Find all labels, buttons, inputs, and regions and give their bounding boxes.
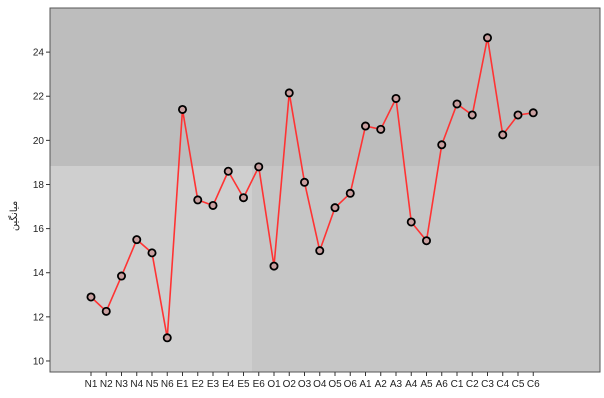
data-point	[299, 177, 309, 187]
x-tick-label: O2	[283, 379, 297, 390]
x-tick-label: C2	[466, 379, 479, 390]
data-point	[376, 124, 386, 134]
data-point	[391, 93, 401, 103]
y-tick-label: 24	[33, 48, 45, 59]
x-tick-label: A5	[420, 379, 433, 390]
data-point	[177, 104, 187, 114]
data-point	[467, 110, 477, 120]
y-tick-label: 22	[33, 92, 45, 103]
data-point	[360, 121, 370, 131]
data-point	[269, 261, 279, 271]
x-tick-label: N6	[161, 379, 174, 390]
data-point	[193, 195, 203, 205]
data-point	[330, 203, 340, 213]
plot-border	[49, 7, 601, 373]
y-tick-label: 10	[33, 356, 45, 367]
x-tick-label: A2	[375, 379, 388, 390]
data-point	[513, 110, 523, 120]
y-tick-label: 20	[33, 136, 45, 147]
x-tick-label: E3	[207, 379, 220, 390]
x-tick-label: C3	[481, 379, 494, 390]
y-tick-label: 18	[33, 180, 45, 191]
y-axis: 10 12 14 16 18 20 22 24	[33, 48, 50, 367]
x-tick-label: O3	[298, 379, 312, 390]
y-tick-label: 14	[33, 268, 45, 279]
data-point	[254, 162, 264, 172]
x-axis: N1 N2 N3 N4 N5 N6 E1 E2 E3 E4 E5 E6 O1 O2 O3 O4 O5 O6 A1 A2…	[85, 372, 540, 390]
x-tick-label: E4	[222, 379, 235, 390]
data-point	[437, 140, 447, 150]
x-tick-label: N4	[130, 379, 143, 390]
x-tick-label: O4	[313, 379, 327, 390]
plot-area	[49, 7, 601, 373]
data-point	[421, 236, 431, 246]
x-tick-label: C1	[451, 379, 464, 390]
y-tick-label: 16	[33, 224, 45, 235]
x-tick-label: N2	[100, 379, 113, 390]
x-tick-label: E6	[253, 379, 266, 390]
data-point	[162, 333, 172, 343]
plot-shade-left	[50, 166, 252, 372]
x-tick-label: A6	[436, 379, 449, 390]
x-tick-label: C4	[496, 379, 509, 390]
data-point	[223, 166, 233, 176]
x-tick-label: A3	[390, 379, 403, 390]
x-tick-label: O1	[267, 379, 281, 390]
data-point	[101, 306, 111, 316]
data-point	[284, 88, 294, 98]
x-tick-label: N1	[85, 379, 98, 390]
data-point	[238, 193, 248, 203]
x-tick-label: E5	[237, 379, 250, 390]
x-tick-label: O6	[344, 379, 358, 390]
x-tick-label: C5	[512, 379, 525, 390]
x-tick-label: E2	[192, 379, 205, 390]
series-layer	[86, 33, 538, 343]
data-point	[498, 130, 508, 140]
x-tick-label: C6	[527, 379, 540, 390]
data-point	[208, 200, 218, 210]
data-point	[345, 188, 355, 198]
data-point	[315, 246, 325, 256]
x-tick-label: N3	[115, 379, 128, 390]
y-axis-label: میانگین	[8, 201, 20, 231]
x-tick-label: O5	[328, 379, 342, 390]
y-tick-label: 12	[33, 312, 45, 323]
data-point	[132, 235, 142, 245]
data-point	[86, 292, 96, 302]
data-point	[452, 99, 462, 109]
data-point	[117, 271, 127, 281]
data-point	[147, 248, 157, 258]
data-point	[528, 108, 538, 118]
plot-shade-top	[50, 8, 600, 166]
data-point	[406, 217, 416, 227]
x-tick-label: A1	[359, 379, 372, 390]
x-tick-label: A4	[405, 379, 418, 390]
x-tick-label: E1	[176, 379, 189, 390]
data-point	[482, 33, 492, 43]
x-tick-label: N5	[146, 379, 159, 390]
